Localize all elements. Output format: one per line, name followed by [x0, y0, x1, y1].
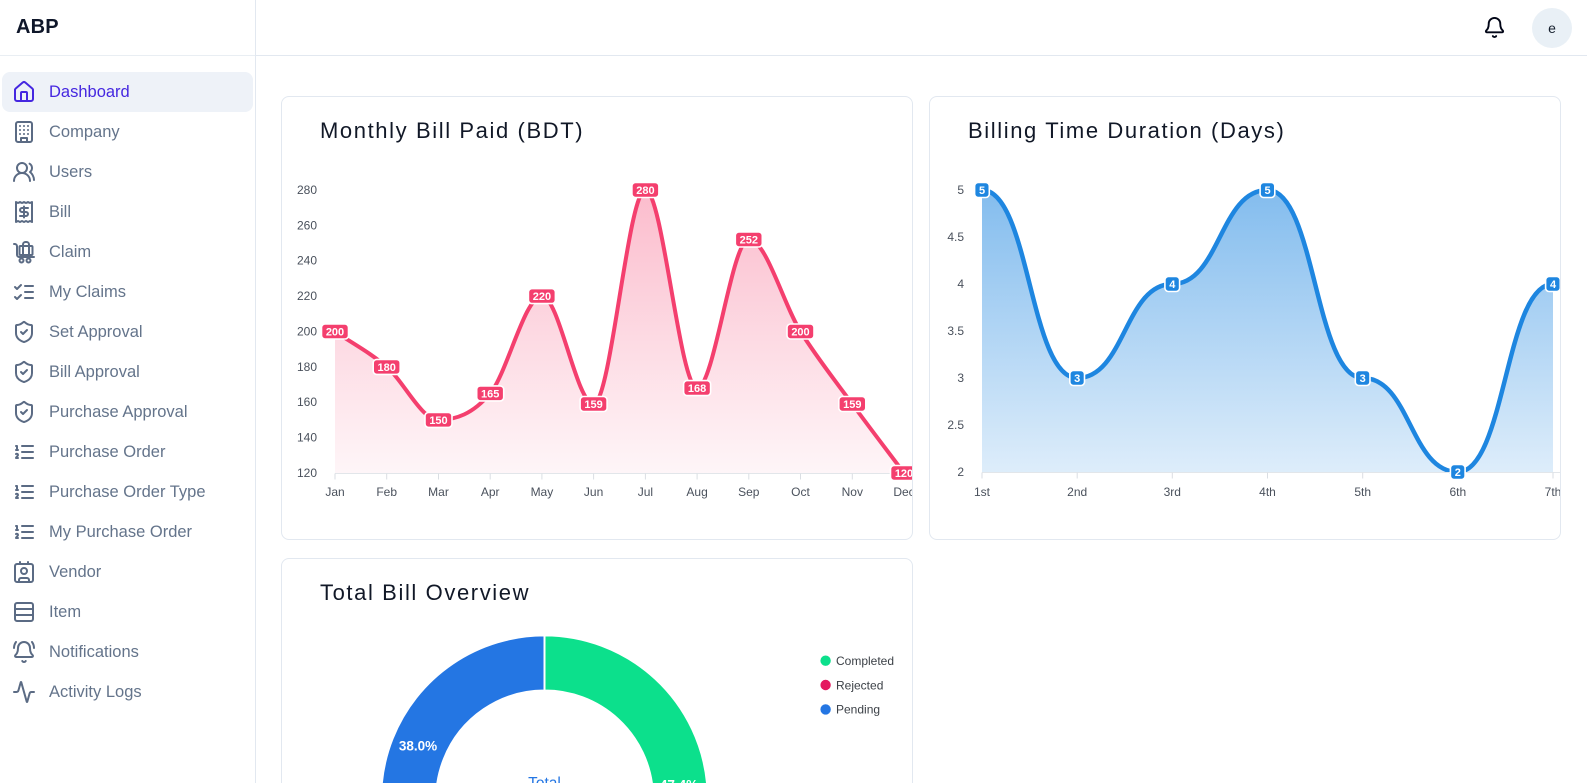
svg-text:7th: 7th	[1545, 485, 1561, 499]
svg-text:Jul: Jul	[638, 485, 653, 499]
svg-text:1st: 1st	[974, 485, 991, 499]
svg-text:3: 3	[957, 371, 964, 385]
svg-text:280: 280	[297, 183, 317, 197]
svg-text:168: 168	[688, 383, 706, 395]
svg-text:May: May	[531, 485, 554, 499]
svg-text:Sep: Sep	[738, 485, 760, 499]
svg-text:252: 252	[740, 234, 758, 246]
svg-text:Total: Total	[528, 775, 561, 783]
svg-text:Jan: Jan	[325, 485, 344, 499]
svg-text:200: 200	[326, 326, 344, 338]
svg-text:280: 280	[636, 185, 654, 197]
svg-text:Dec: Dec	[893, 485, 913, 499]
svg-text:2: 2	[957, 465, 964, 479]
svg-text:220: 220	[297, 289, 317, 303]
svg-text:4: 4	[957, 277, 964, 291]
svg-text:Completed: Completed	[836, 654, 894, 668]
svg-text:3.5: 3.5	[947, 324, 964, 338]
svg-text:180: 180	[297, 360, 317, 374]
svg-text:2nd: 2nd	[1067, 485, 1087, 499]
svg-text:150: 150	[429, 415, 447, 427]
svg-text:Aug: Aug	[686, 485, 707, 499]
svg-text:120: 120	[895, 468, 913, 480]
svg-text:2: 2	[1455, 467, 1461, 479]
svg-text:4th: 4th	[1259, 485, 1276, 499]
svg-text:5: 5	[1264, 185, 1270, 197]
svg-text:159: 159	[584, 399, 602, 411]
svg-text:Feb: Feb	[376, 485, 397, 499]
svg-text:38.0%: 38.0%	[399, 739, 437, 754]
svg-text:Mar: Mar	[428, 485, 449, 499]
svg-text:160: 160	[297, 395, 317, 409]
svg-text:220: 220	[533, 291, 551, 303]
svg-text:200: 200	[297, 325, 317, 339]
svg-text:Jun: Jun	[584, 485, 603, 499]
svg-text:200: 200	[791, 326, 809, 338]
svg-text:120: 120	[297, 466, 317, 480]
svg-text:3: 3	[1074, 373, 1080, 385]
svg-text:5th: 5th	[1354, 485, 1371, 499]
svg-text:140: 140	[297, 431, 317, 445]
svg-text:159: 159	[843, 399, 861, 411]
svg-text:240: 240	[297, 254, 317, 268]
svg-text:4: 4	[1550, 279, 1557, 291]
svg-text:Nov: Nov	[842, 485, 863, 499]
svg-text:Apr: Apr	[481, 485, 500, 499]
svg-text:260: 260	[297, 218, 317, 232]
svg-text:3rd: 3rd	[1164, 485, 1181, 499]
svg-text:165: 165	[481, 388, 499, 400]
svg-text:6th: 6th	[1449, 485, 1466, 499]
svg-text:Pending: Pending	[836, 703, 880, 717]
svg-text:2.5: 2.5	[947, 418, 964, 432]
svg-text:4: 4	[1169, 279, 1176, 291]
svg-text:180: 180	[378, 362, 396, 374]
svg-text:3: 3	[1360, 373, 1366, 385]
svg-text:47.4%: 47.4%	[660, 778, 698, 783]
svg-text:Rejected: Rejected	[836, 678, 883, 692]
svg-text:5: 5	[957, 183, 964, 197]
svg-text:5: 5	[979, 185, 985, 197]
svg-text:Oct: Oct	[791, 485, 810, 499]
svg-text:4.5: 4.5	[947, 230, 964, 244]
